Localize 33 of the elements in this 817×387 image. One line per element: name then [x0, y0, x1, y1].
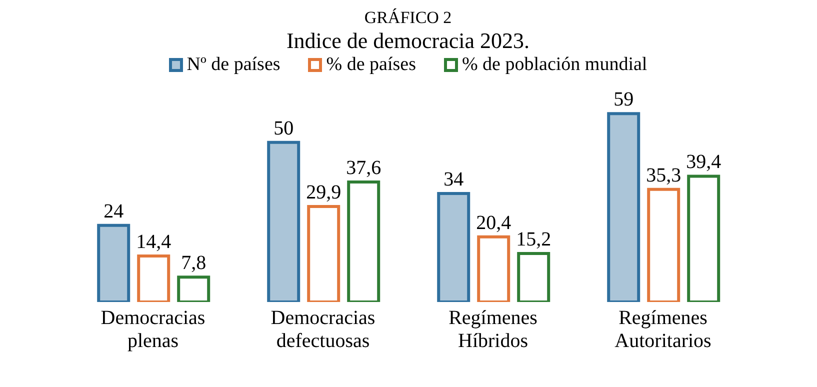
data-label: 29,9: [306, 182, 342, 204]
data-label: 59: [614, 88, 634, 111]
bar: [347, 180, 380, 302]
legend-label: Nº de países: [186, 54, 280, 76]
chart-subtitle: Indice de democracia 2023.: [285, 28, 531, 54]
data-label: 20,4: [476, 212, 512, 234]
bar: [437, 192, 470, 302]
data-label: 37,6: [346, 156, 382, 179]
bar: [137, 254, 170, 302]
data-label: 34: [444, 168, 464, 190]
chart-title: GRÁFICO 2: [363, 8, 453, 28]
bar: [607, 112, 640, 302]
bar: [177, 276, 210, 302]
bar: [307, 205, 340, 302]
data-label: 50: [274, 117, 294, 140]
bar: [477, 235, 510, 302]
x-tick-label: Regímenes Autoritarios: [614, 307, 712, 352]
bar: [647, 188, 680, 302]
data-label: 39,4: [686, 151, 722, 174]
x-tick-label: Democracias plenas: [100, 307, 206, 352]
x-tick-label: Regímenes Híbridos: [448, 307, 538, 352]
x-tick-label: Democracias defectuosas: [270, 307, 376, 352]
legend-label: % de países: [325, 54, 416, 76]
bar: [267, 140, 300, 302]
bar: [517, 252, 550, 302]
legend-label: % de población mundial: [460, 54, 648, 76]
data-label: 35,3: [646, 164, 682, 186]
bar: [687, 174, 720, 302]
data-label: 15,2: [516, 228, 552, 250]
data-label: 14,4: [136, 231, 172, 254]
bar: [97, 224, 130, 302]
data-label: 7,8: [181, 252, 206, 274]
data-label: 24: [104, 200, 124, 222]
